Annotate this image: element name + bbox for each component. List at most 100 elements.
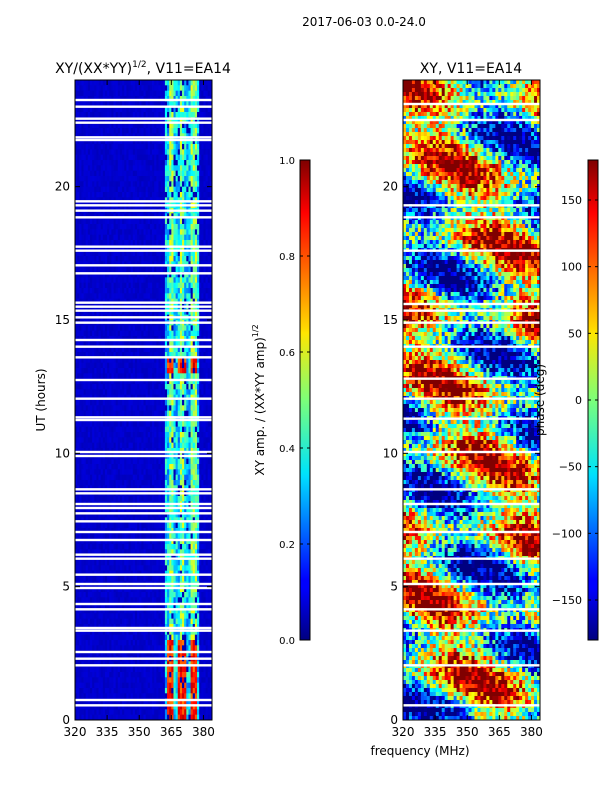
amplitude-heatmap-cell [81,138,84,145]
amplitude-heatmap-cell [126,384,129,390]
amplitude-heatmap-cell [175,410,179,417]
amplitude-heatmap-cell [188,442,191,449]
amplitude-heatmap-cell [205,176,209,182]
amplitude-heatmap-cell [205,90,209,97]
amplitude-heatmap-cell [199,293,202,300]
amplitude-heatmap-cell [177,480,181,486]
amplitude-heatmap-cell [167,122,170,129]
amplitude-heatmap-cell [184,309,187,316]
amplitude-heatmap-cell [113,192,117,198]
amplitude-heatmap-cell [111,144,114,150]
amplitude-heatmap-cell [130,117,134,124]
amplitude-heatmap-cell [94,368,97,374]
amplitude-heatmap-cell [197,122,200,129]
amplitude-heatmap-cell [89,400,93,406]
amplitude-heatmap-cell [98,245,102,252]
amplitude-heatmap-cell [132,85,136,92]
amplitude-heatmap-cell [94,474,97,481]
amplitude-heatmap-cell [197,341,200,348]
amplitude-heatmap-cell [147,389,151,396]
amplitude-heatmap-cell [139,144,142,150]
amplitude-heatmap-cell [75,138,78,145]
amplitude-heatmap-cell [152,229,155,236]
amplitude-heatmap-cell [171,288,174,294]
amplitude-heatmap-cell [128,218,132,225]
amplitude-heatmap-cell [98,474,102,481]
amplitude-heatmap-cell [75,154,78,161]
amplitude-heatmap-cell [143,272,147,278]
amplitude-heatmap-cell [137,352,140,358]
amplitude-heatmap-cell [126,469,129,476]
amplitude-heatmap-cell [188,224,191,230]
amplitude-heatmap-cell [192,144,196,150]
amplitude-heatmap-cell [173,176,177,182]
amplitude-heatmap-cell [77,128,80,134]
amplitude-heatmap-cell [141,218,144,225]
amplitude-heatmap-cell [152,458,155,465]
amplitude-heatmap-cell [113,234,117,241]
amplitude-heatmap-cell [102,176,106,182]
amplitude-heatmap-cell [104,384,108,390]
amplitude-heatmap-cell [143,154,147,161]
amplitude-heatmap-cell [94,234,97,241]
amplitude-heatmap-cell [182,346,185,353]
amplitude-heatmap-cell [119,330,123,337]
amplitude-heatmap-cell [141,480,144,486]
amplitude-heatmap-cell [207,138,211,145]
amplitude-heatmap-cell [190,368,194,374]
amplitude-heatmap-cell [130,346,134,353]
amplitude-heatmap-cell [107,373,110,380]
amplitude-heatmap-cell [128,357,132,364]
amplitude-heatmap-cell [130,282,134,289]
amplitude-heatmap-cell [190,176,194,182]
amplitude-heatmap-cell [100,442,104,449]
amplitude-heatmap-cell [175,117,179,124]
amplitude-heatmap-cell [85,432,89,438]
amplitude-heatmap-cell [205,389,209,396]
amplitude-heatmap-cell [171,144,174,150]
amplitude-heatmap-cell [115,256,119,262]
amplitude-heatmap-cell [149,170,153,177]
amplitude-heatmap-cell [154,352,157,358]
amplitude-heatmap-cell [119,101,123,108]
amplitude-heatmap-cell [190,432,194,438]
amplitude-heatmap-cell [188,341,191,348]
amplitude-heatmap-cell [75,400,78,406]
amplitude-heatmap-cell [111,325,114,332]
amplitude-heatmap-cell [81,170,84,177]
amplitude-heatmap-cell [203,229,206,236]
amplitude-heatmap-cell [137,325,140,332]
amplitude-heatmap-cell [169,469,172,476]
amplitude-heatmap-cell [100,410,104,417]
amplitude-heatmap-cell [171,149,174,156]
amplitude-heatmap-cell [139,80,142,86]
amplitude-heatmap-cell [194,442,198,449]
amplitude-heatmap-cell [79,80,82,86]
amplitude-heatmap-cell [107,149,110,156]
amplitude-heatmap-cell [81,426,84,433]
amplitude-heatmap-cell [87,437,91,444]
amplitude-heatmap-cell [89,469,93,476]
amplitude-heatmap-cell [124,250,127,257]
amplitude-heatmap-cell [119,272,123,278]
amplitude-heatmap-cell [111,165,114,172]
amplitude-heatmap-cell [98,352,102,358]
amplitude-heatmap-cell [98,165,102,172]
amplitude-heatmap-cell [186,186,189,193]
amplitude-heatmap-cell [162,154,166,161]
amplitude-heatmap-cell [104,469,108,476]
amplitude-heatmap-cell [94,480,97,486]
amplitude-heatmap-cell [149,240,153,246]
amplitude-heatmap-cell [128,426,132,433]
amplitude-heatmap-cell [128,437,132,444]
amplitude-heatmap-cell [192,277,196,284]
amplitude-heatmap-cell [107,224,110,230]
amplitude-heatmap-cell [119,378,123,385]
amplitude-heatmap-cell [201,218,204,225]
amplitude-heatmap-cell [154,170,157,177]
amplitude-heatmap-cell [128,240,132,246]
amplitude-heatmap-cell [186,112,189,118]
amplitude-heatmap-cell [199,357,202,364]
amplitude-heatmap-cell [164,240,168,246]
amplitude-heatmap-cell [111,362,114,369]
